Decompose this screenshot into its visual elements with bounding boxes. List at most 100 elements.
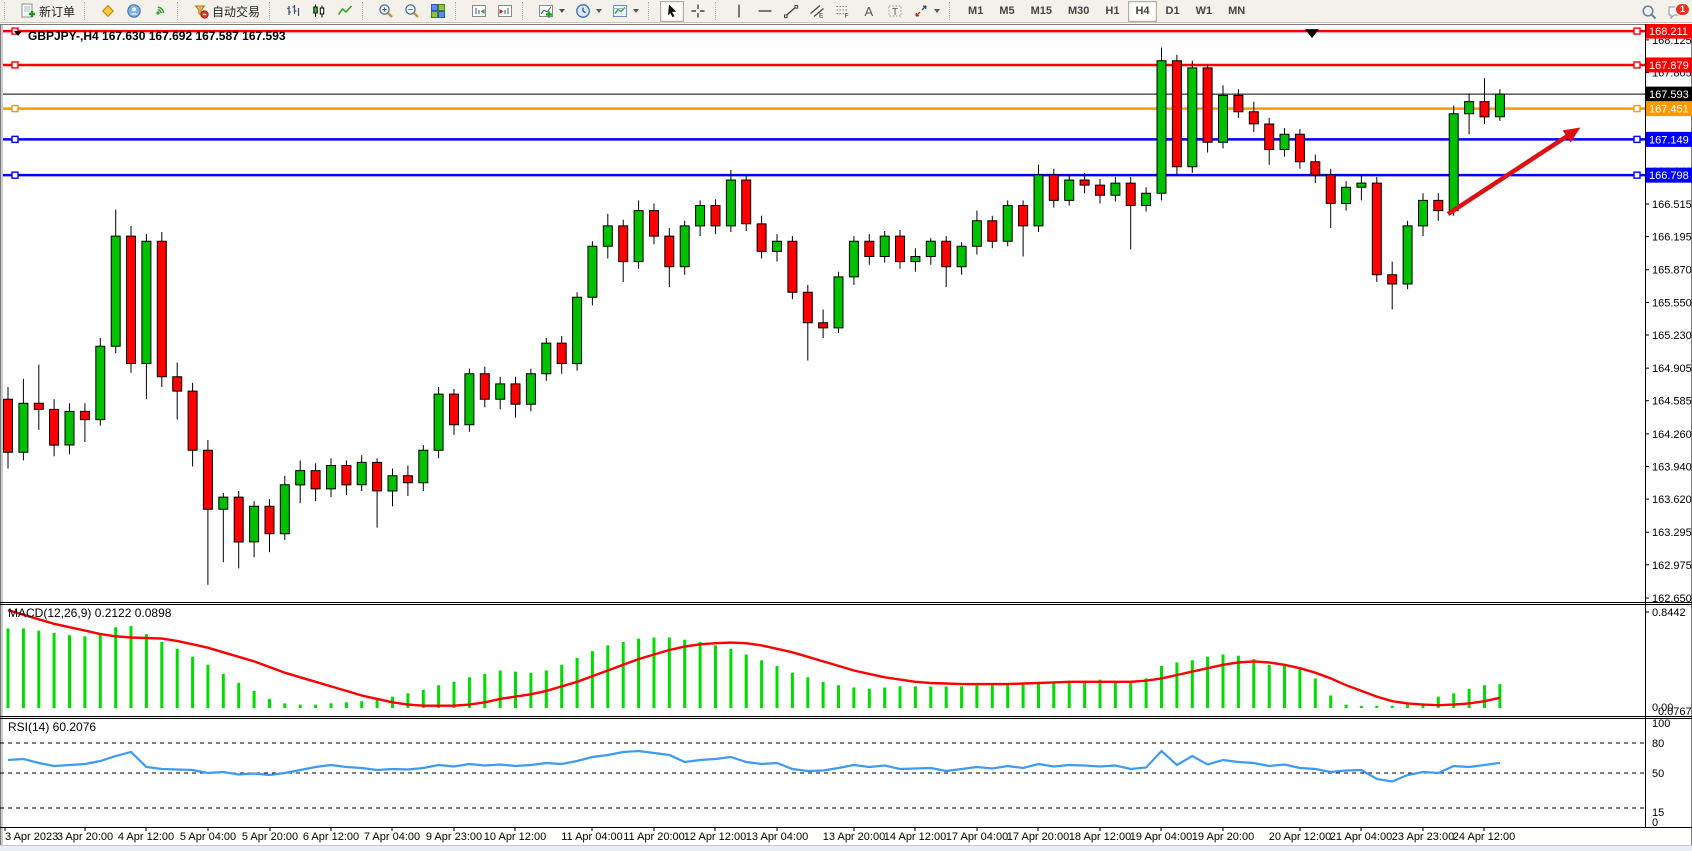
line-anchor-marker[interactable] xyxy=(1633,61,1641,69)
line-chart-button[interactable] xyxy=(333,1,357,22)
time-tick-label: 24 Apr 12:00 xyxy=(1453,831,1515,843)
toolbar: 新订单 自动交易 E F A T M1 M5 M15 M30 H1 H4 D1 W1 MN 1 xyxy=(0,0,1692,23)
profile-icon xyxy=(127,4,141,18)
price-badge xyxy=(1646,23,1692,39)
chart-title: GBPJPY-,H4 167.630 167.692 167.587 167.5… xyxy=(28,29,286,43)
macd-scale-min: 0.0767 xyxy=(1658,706,1692,718)
time-tick-label: 4 Apr 12:00 xyxy=(118,831,174,843)
price-badge xyxy=(1646,101,1692,117)
macd-signal-line xyxy=(7,609,1501,707)
profile-button[interactable] xyxy=(122,1,146,22)
line-anchor-marker[interactable] xyxy=(11,104,19,113)
timeframe-h4-button[interactable]: H4 xyxy=(1128,0,1157,22)
templates-icon xyxy=(613,5,628,17)
trend-arrow[interactable] xyxy=(1446,131,1574,216)
horizontal-line-tool-button[interactable] xyxy=(753,1,777,22)
new-order-button[interactable]: 新订单 xyxy=(16,1,79,22)
line-anchor-marker[interactable] xyxy=(11,171,19,179)
fibonacci-icon: F xyxy=(836,6,849,19)
shapes-tool-button[interactable] xyxy=(909,1,944,22)
time-tick-label: 18 Apr 12:00 xyxy=(1069,831,1131,843)
toolbar-separator xyxy=(949,2,957,20)
notification-badge: 1 xyxy=(1674,3,1690,16)
templates-button[interactable] xyxy=(608,1,643,22)
chart-window[interactable]: 168.125167.805167.485167.165166.840166.5… xyxy=(0,23,1692,851)
line-anchor-marker[interactable] xyxy=(11,135,19,144)
line-anchor-marker[interactable] xyxy=(1633,104,1641,113)
cursor-icon xyxy=(668,4,677,18)
rsi-scale-label: 15 xyxy=(1652,807,1664,819)
toolbar-separator xyxy=(269,2,277,20)
symbol-dropdown-icon[interactable] xyxy=(14,31,22,36)
signals-button[interactable] xyxy=(148,1,172,22)
chart-canvas[interactable]: 168.125167.805167.485167.165166.840166.5… xyxy=(0,23,1692,851)
fibonacci-tool-button[interactable]: F xyxy=(831,1,855,22)
timeframe-m15-button[interactable]: M15 xyxy=(1024,1,1059,22)
toolbar-separator xyxy=(715,2,723,20)
price-badge xyxy=(1646,131,1692,147)
hline-icon xyxy=(758,10,772,12)
crosshair-icon xyxy=(691,4,705,18)
chart-shift-button[interactable] xyxy=(467,1,491,22)
crosshair-tool-button[interactable] xyxy=(686,1,710,22)
rsi-pane[interactable]: RSI(14) 60.2076 100 80 50 150 xyxy=(0,718,1670,829)
price-tick-label: 162.650 xyxy=(1652,593,1692,605)
periods-button[interactable] xyxy=(571,1,606,22)
time-tick-label: 6 Apr 12:00 xyxy=(303,831,359,843)
cursor-tool-button[interactable] xyxy=(660,0,685,22)
notifications-button[interactable]: 1 xyxy=(1663,1,1690,22)
tile-windows-button[interactable] xyxy=(426,1,450,22)
toolbar-separator xyxy=(648,2,656,20)
macd-pane[interactable]: MACD(12,26,9) 0.2122 0.0898 0.8442 0.000.0… xyxy=(6,606,1692,718)
time-tick-label: 9 Apr 23:00 xyxy=(426,831,482,843)
time-tick-label: 23 Apr 23:00 xyxy=(1392,831,1454,843)
price-tick-label: 163.295 xyxy=(1652,527,1692,539)
timeframe-m1-button[interactable]: M1 xyxy=(961,1,990,22)
triangle-marker-icon[interactable] xyxy=(1305,29,1319,39)
price-tick-label: 165.870 xyxy=(1652,265,1692,277)
timeframe-m5-button[interactable]: M5 xyxy=(992,1,1021,22)
search-button[interactable] xyxy=(1637,1,1661,22)
text-tool-button[interactable]: A xyxy=(857,1,881,22)
candlestick-chart-button[interactable] xyxy=(307,1,331,22)
metaeditor-button[interactable] xyxy=(96,1,120,22)
timeframe-h1-button[interactable]: H1 xyxy=(1098,1,1126,22)
time-tick-label: 13 Apr 04:00 xyxy=(746,831,808,843)
trendline-icon xyxy=(784,5,799,19)
bar-chart-button[interactable] xyxy=(281,1,305,22)
chart-autoscroll-button[interactable] xyxy=(493,1,517,22)
line-anchor-marker[interactable] xyxy=(1633,171,1641,179)
toolbar-separator xyxy=(455,2,463,20)
periods-icon xyxy=(576,4,590,18)
text-label-tool-button[interactable]: T xyxy=(883,1,907,22)
timeframe-mn-button[interactable]: MN xyxy=(1221,1,1252,22)
price-badge-label: 167.879 xyxy=(1649,60,1689,72)
macd-scale-zero: 0.00 xyxy=(1652,702,1673,714)
price-badge-label: 167.149 xyxy=(1649,134,1689,146)
trend-arrow-head xyxy=(1562,127,1581,143)
timeframe-m30-button[interactable]: M30 xyxy=(1061,1,1096,22)
autotrading-button[interactable]: 自动交易 xyxy=(189,1,264,22)
vertical-line-tool-button[interactable] xyxy=(727,1,751,22)
svg-text:T: T xyxy=(892,7,898,18)
rsi-scale-label: 0 xyxy=(1652,817,1658,829)
zoom-in-icon xyxy=(379,4,393,18)
indicators-button[interactable] xyxy=(534,1,569,22)
line-anchor-marker[interactable] xyxy=(1633,27,1641,35)
rsi-scale-label: 50 xyxy=(1652,768,1664,780)
toolbar-separator xyxy=(362,2,370,20)
chevron-down-icon xyxy=(596,9,603,13)
line-anchor-marker[interactable] xyxy=(11,61,19,69)
chart-candles-icon xyxy=(313,4,325,18)
equidistant-channel-tool-button[interactable]: E xyxy=(805,1,829,22)
zoom-in-button[interactable] xyxy=(374,1,398,22)
time-tick-label: 12 Apr 12:00 xyxy=(684,831,746,843)
chart-shift-icon xyxy=(472,5,487,17)
timeframe-d1-button[interactable]: D1 xyxy=(1159,1,1187,22)
search-icon xyxy=(1642,4,1657,19)
line-anchor-marker[interactable] xyxy=(1633,135,1641,144)
trendline-tool-button[interactable] xyxy=(779,1,803,22)
zoom-out-button[interactable] xyxy=(400,1,424,22)
timeframe-w1-button[interactable]: W1 xyxy=(1189,1,1220,22)
